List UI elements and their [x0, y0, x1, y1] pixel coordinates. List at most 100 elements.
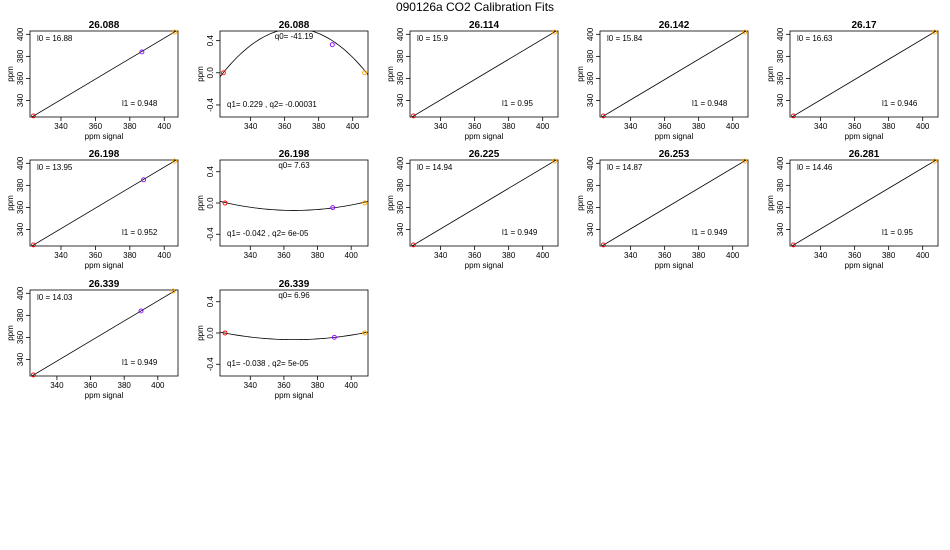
plot-title: 26.225: [469, 149, 500, 160]
y-tick-label: 360: [16, 330, 25, 344]
subplot: 26.088 340 360 380 400 -0.4 0.0 0.4 ppm q0= -41.1…: [196, 20, 369, 131]
plot-frame: [29, 159, 179, 247]
y-tick-label: 380: [16, 49, 25, 63]
x-tick-label: 400: [151, 381, 165, 390]
annotation: q1= -0.038 , q2= 5e-05: [227, 359, 309, 368]
x-axis-label: ppm signal: [275, 391, 314, 400]
plot-frame: [599, 30, 749, 118]
annotation: l0 = 16.63: [797, 34, 833, 43]
data-point: [552, 158, 558, 164]
x-tick-label: 360: [277, 251, 291, 260]
x-tick-label: 380: [123, 251, 137, 260]
fit-curve: [220, 31, 368, 78]
data-point: [742, 158, 748, 164]
plot-title: 26.253: [659, 149, 690, 160]
annotation: l1 = 0.949: [692, 228, 728, 237]
plot-title: 26.339: [279, 279, 310, 290]
annotation: l1 = 0.949: [502, 228, 538, 237]
annotation: l0 = 15.84: [607, 34, 643, 43]
data-point: [552, 29, 558, 35]
plot-title: 26.088: [279, 20, 310, 31]
subplot: 26.281 340 360 380 400 340 360 380 400 ppm signal…: [766, 149, 939, 270]
plot-frame: [599, 159, 749, 247]
y-tick-label: 400: [396, 156, 405, 170]
y-tick-label: 400: [396, 27, 405, 41]
data-point: [790, 242, 796, 248]
x-tick-label: 360: [277, 381, 291, 390]
y-tick-label: 360: [396, 71, 405, 85]
data-point: [141, 177, 147, 183]
data-point: [600, 113, 606, 119]
x-tick-label: 380: [692, 122, 706, 131]
annotation: l0 = 14.46: [797, 163, 833, 172]
x-axis-label: ppm signal: [465, 261, 504, 270]
fit-line: [411, 160, 557, 246]
x-tick-label: 400: [726, 251, 740, 260]
annotation: l1 = 0.95: [882, 228, 913, 237]
x-tick-label: 400: [536, 251, 550, 260]
x-axis-label: ppm signal: [655, 261, 694, 270]
x-tick-label: 400: [345, 381, 359, 390]
y-tick-label: 0.0: [206, 67, 215, 79]
subplot: 26.114 340 360 380 400 340 360 380 400 ppm signal…: [386, 20, 559, 141]
y-tick-label: 0.4: [206, 296, 215, 308]
subplot: 26.142 340 360 380 400 340 360 380 400 ppm signal…: [576, 20, 749, 141]
y-tick-label: 0.0: [206, 197, 215, 209]
plot-frame: [789, 30, 939, 118]
fit-curve: [220, 200, 368, 211]
x-tick-label: 380: [502, 251, 516, 260]
y-axis-label: ppm: [6, 66, 15, 82]
plot-title: 26.088: [89, 20, 120, 31]
annotation: q1= 0.229 , q2= -0.00031: [227, 100, 317, 109]
annotation: l0 = 13.95: [37, 163, 73, 172]
plot-frame: [789, 159, 939, 247]
x-tick-label: 380: [311, 381, 325, 390]
y-tick-label: 0.0: [206, 327, 215, 339]
y-tick-label: 380: [586, 49, 595, 63]
y-axis-label: ppm: [576, 66, 585, 82]
x-tick-label: 400: [916, 251, 930, 260]
y-tick-label: 400: [776, 27, 785, 41]
x-tick-label: 400: [158, 251, 172, 260]
annotation: l1 = 0.948: [692, 99, 728, 108]
x-tick-label: 340: [434, 122, 448, 131]
x-tick-label: 340: [814, 251, 828, 260]
x-tick-label: 340: [244, 122, 258, 131]
y-tick-label: 340: [776, 222, 785, 236]
x-tick-label: 360: [848, 251, 862, 260]
x-axis-label: ppm signal: [85, 132, 124, 141]
y-tick-label: 0.4: [206, 35, 215, 47]
y-axis-label: ppm: [196, 195, 205, 211]
y-tick-label: 400: [16, 156, 25, 170]
data-point: [362, 200, 368, 206]
y-tick-label: 380: [396, 49, 405, 63]
x-tick-label: 340: [624, 251, 638, 260]
data-point: [790, 113, 796, 119]
annotation: l1 = 0.95: [502, 99, 533, 108]
y-axis-label: ppm: [196, 66, 205, 82]
x-tick-label: 380: [123, 122, 137, 131]
x-tick-label: 360: [658, 122, 672, 131]
subplot: 26.339 340 360 380 400 -0.4 0.0 0.4 ppm signal pp…: [196, 279, 369, 400]
y-tick-label: 340: [16, 222, 25, 236]
annotation: q0= 6.96: [278, 291, 310, 300]
x-tick-label: 340: [54, 122, 68, 131]
data-point: [30, 113, 36, 119]
x-tick-label: 360: [468, 122, 482, 131]
x-tick-label: 340: [624, 122, 638, 131]
x-tick-label: 400: [536, 122, 550, 131]
fit-line: [601, 160, 747, 246]
y-tick-label: 380: [16, 308, 25, 322]
y-tick-label: 380: [776, 49, 785, 63]
fit-curve: [220, 331, 368, 341]
annotation: l1 = 0.948: [122, 99, 158, 108]
y-tick-label: 340: [776, 93, 785, 107]
y-tick-label: 380: [16, 178, 25, 192]
data-point: [30, 372, 36, 378]
x-tick-label: 380: [118, 381, 132, 390]
data-point: [30, 242, 36, 248]
x-tick-label: 340: [434, 251, 448, 260]
data-point: [139, 49, 145, 55]
y-tick-label: 340: [16, 93, 25, 107]
